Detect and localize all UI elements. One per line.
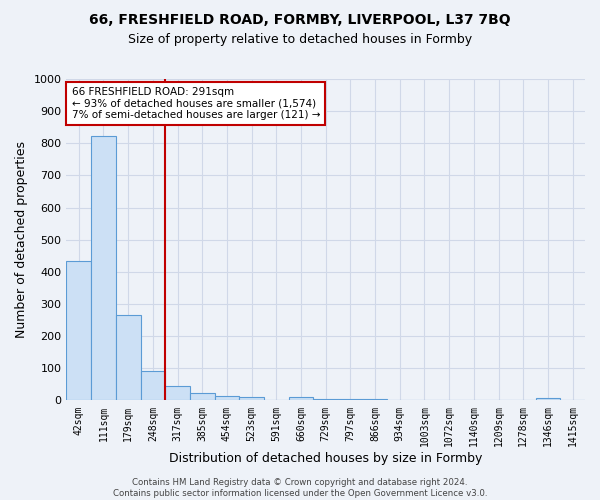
Bar xyxy=(239,397,264,400)
Bar xyxy=(140,371,165,400)
Text: 66, FRESHFIELD ROAD, FORMBY, LIVERPOOL, L37 7BQ: 66, FRESHFIELD ROAD, FORMBY, LIVERPOOL, … xyxy=(89,12,511,26)
Bar xyxy=(536,398,560,400)
Bar xyxy=(338,399,363,400)
Bar xyxy=(165,386,190,400)
Bar xyxy=(215,396,239,400)
Bar xyxy=(363,399,388,400)
Text: 66 FRESHFIELD ROAD: 291sqm
← 93% of detached houses are smaller (1,574)
7% of se: 66 FRESHFIELD ROAD: 291sqm ← 93% of deta… xyxy=(71,87,320,120)
Bar xyxy=(313,399,338,400)
X-axis label: Distribution of detached houses by size in Formby: Distribution of detached houses by size … xyxy=(169,452,482,465)
Y-axis label: Number of detached properties: Number of detached properties xyxy=(15,141,28,338)
Bar xyxy=(190,394,215,400)
Bar xyxy=(91,136,116,400)
Text: Contains HM Land Registry data © Crown copyright and database right 2024.
Contai: Contains HM Land Registry data © Crown c… xyxy=(113,478,487,498)
Bar xyxy=(67,262,91,400)
Text: Size of property relative to detached houses in Formby: Size of property relative to detached ho… xyxy=(128,32,472,46)
Bar xyxy=(116,316,140,400)
Bar xyxy=(289,397,313,400)
